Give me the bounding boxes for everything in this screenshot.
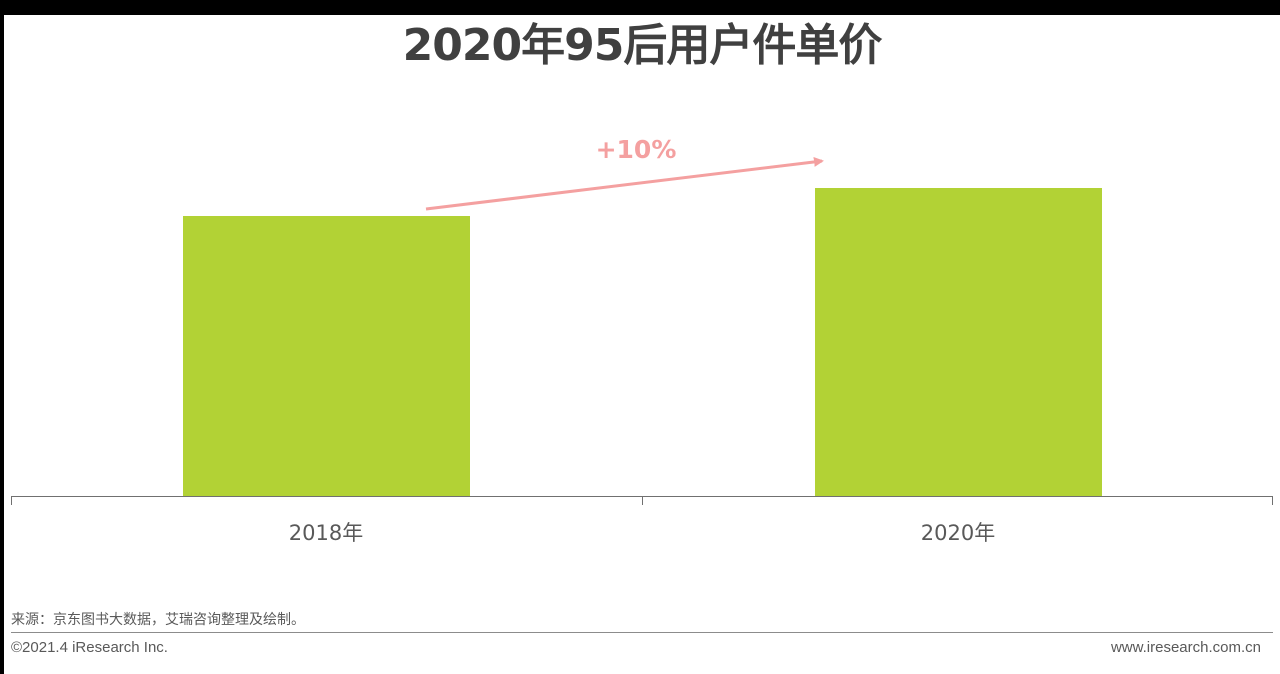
slide: 2020年95后用户件单价 2018年 2020年 +10% 来源：京东图书大数… (4, 15, 1280, 674)
bar-2020 (815, 188, 1102, 496)
x-axis-label-2020: 2020年 (920, 521, 996, 545)
bar-chart: 2018年 2020年 +10% (4, 15, 1280, 615)
x-axis-tick (11, 496, 12, 505)
data-source-note: 来源：京东图书大数据，艾瑞咨询整理及绘制。 (11, 612, 305, 628)
footer-divider (11, 632, 1273, 633)
chart-title: 2020年95后用户件单价 (402, 20, 883, 71)
copyright-text: ©2021.4 iResearch Inc. (11, 639, 168, 656)
growth-label: +10% (595, 135, 677, 164)
bar-2018 (183, 216, 470, 496)
x-axis-label-2018: 2018年 (288, 521, 364, 545)
growth-arrow-icon (425, 156, 824, 211)
website-link[interactable]: www.iresearch.com.cn (1110, 639, 1261, 656)
x-axis-tick (642, 496, 643, 505)
x-axis-tick (1272, 496, 1273, 505)
